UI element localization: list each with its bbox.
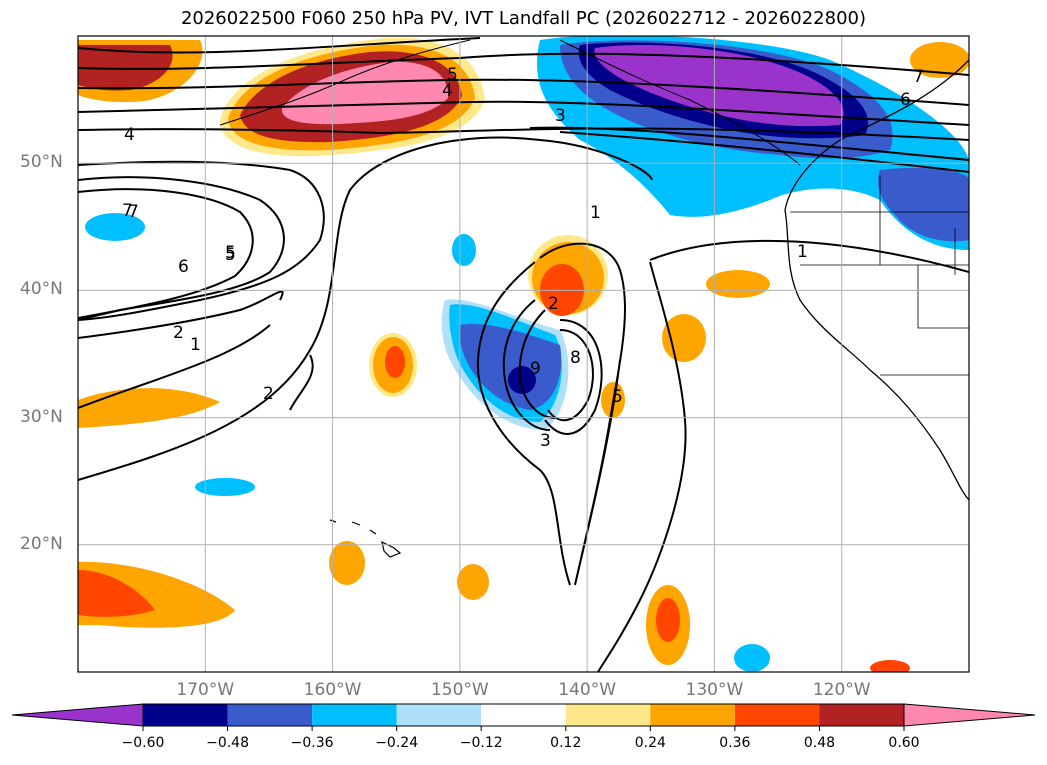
colorbar-tick-label: −0.36 <box>290 735 334 751</box>
positive-anomaly-s <box>329 541 365 585</box>
longitude-label: 150°W <box>430 680 489 700</box>
positive-anomaly-nw-corner-2 <box>78 45 173 91</box>
colorbar-segment <box>396 704 482 726</box>
colorbar-tick-label: −0.60 <box>121 735 165 751</box>
colorbar-tick-label: 0.12 <box>550 735 582 751</box>
colorbar-segment <box>312 704 397 726</box>
negative-anomaly-center-max <box>508 366 536 394</box>
longitude-label: 170°W <box>176 680 235 700</box>
north-america-coastline <box>784 59 969 501</box>
contour-label: 2 <box>173 323 184 343</box>
contour-label: 5 <box>447 65 458 85</box>
contour-label: 5 <box>612 387 623 407</box>
contour-label: 2 <box>548 294 559 314</box>
state-borders <box>790 175 969 376</box>
contour-label: 4 <box>124 125 135 145</box>
contour-label: 6 <box>178 257 189 277</box>
longitude-label: 120°W <box>812 680 871 700</box>
latitude-label: 20°N <box>20 533 63 554</box>
colorbar-extend-low <box>11 703 144 727</box>
latitude-label: 40°N <box>20 279 63 300</box>
positive-anomaly-e <box>662 314 706 362</box>
contour-label: 3 <box>540 431 551 451</box>
shading-layer: 7 5 4 4 5 3 6 7 7 6 5 2 1 2 1 1 8 9 2 3 <box>78 36 969 672</box>
colorbar-tick-label: −0.24 <box>375 735 419 751</box>
negative-anomaly-nw-max <box>594 45 844 127</box>
graticule <box>78 36 969 672</box>
contour-label: 1 <box>797 242 808 262</box>
contour-label: 7 <box>913 67 924 87</box>
colorbar-extend-high <box>903 703 1036 727</box>
figure-title: 2026022500 F060 250 hPa PV, IVT Landfall… <box>180 8 867 29</box>
contour-label: 7 <box>122 201 133 221</box>
contour-label: 5 <box>225 245 236 265</box>
colorbar-tick-label: 0.60 <box>888 735 920 751</box>
colorbar-frame <box>142 703 905 727</box>
colorbar-segment <box>143 704 228 726</box>
colorbar-segment <box>650 704 735 726</box>
positive-anomaly-ne <box>910 42 969 78</box>
contour-label: 8 <box>570 348 581 368</box>
positive-anomaly-se-core <box>656 598 680 642</box>
negative-anomaly-w <box>85 213 145 241</box>
positive-anomaly-far-sw-core <box>78 570 155 617</box>
contour-label: 3 <box>555 106 566 126</box>
longitude-label: 140°W <box>558 680 617 700</box>
contour-label: 9 <box>530 359 541 379</box>
positive-anomaly-sw <box>78 388 220 428</box>
colorbar-segment <box>819 704 904 726</box>
colorbar-segment <box>481 704 566 726</box>
longitude-label: 160°W <box>303 680 362 700</box>
positive-anomaly-s2 <box>457 564 489 600</box>
longitude-label: 130°W <box>685 680 744 700</box>
colorbar-tick-label: 0.24 <box>634 735 666 751</box>
alaska-coast <box>559 39 801 166</box>
colorbar <box>11 703 1036 731</box>
colorbar-tick-label: −0.48 <box>206 735 249 751</box>
positive-anomaly-w-core <box>385 346 405 378</box>
latitude-label: 50°N <box>20 152 63 173</box>
contour-label-group: 7 5 4 4 5 3 6 7 7 6 5 2 1 2 1 1 8 9 2 3 <box>122 65 924 451</box>
contour-label: 6 <box>900 90 911 110</box>
contour-label: 7 <box>128 202 139 222</box>
colorbar-segment <box>227 704 313 726</box>
colorbar-segment <box>734 704 820 726</box>
colorbar-tick-label: 0.48 <box>803 735 836 751</box>
negative-anomaly-mid <box>452 234 476 266</box>
contour-label: 5 <box>225 243 236 263</box>
positive-anomaly-bottom-right <box>870 660 910 672</box>
contour-label: 2 <box>263 384 274 404</box>
colorbar-tick-label: −0.12 <box>459 735 503 751</box>
contour-lines <box>78 37 969 672</box>
contour-label: 4 <box>442 81 453 101</box>
negative-anomaly-sw <box>195 478 255 496</box>
positive-anomaly-north-4 <box>281 61 449 125</box>
negative-anomaly-east <box>878 168 969 242</box>
contour-label: 1 <box>190 335 201 355</box>
contour-label: 1 <box>590 203 601 223</box>
colorbar-segment <box>565 704 651 726</box>
latitude-label: 30°N <box>20 406 63 427</box>
negative-anomaly-bottom <box>734 644 770 672</box>
map-frame <box>77 35 970 673</box>
negative-anomaly-center-3 <box>459 324 562 410</box>
positive-anomaly-e2 <box>706 270 770 298</box>
colorbar-tick-label: 0.36 <box>719 735 751 751</box>
